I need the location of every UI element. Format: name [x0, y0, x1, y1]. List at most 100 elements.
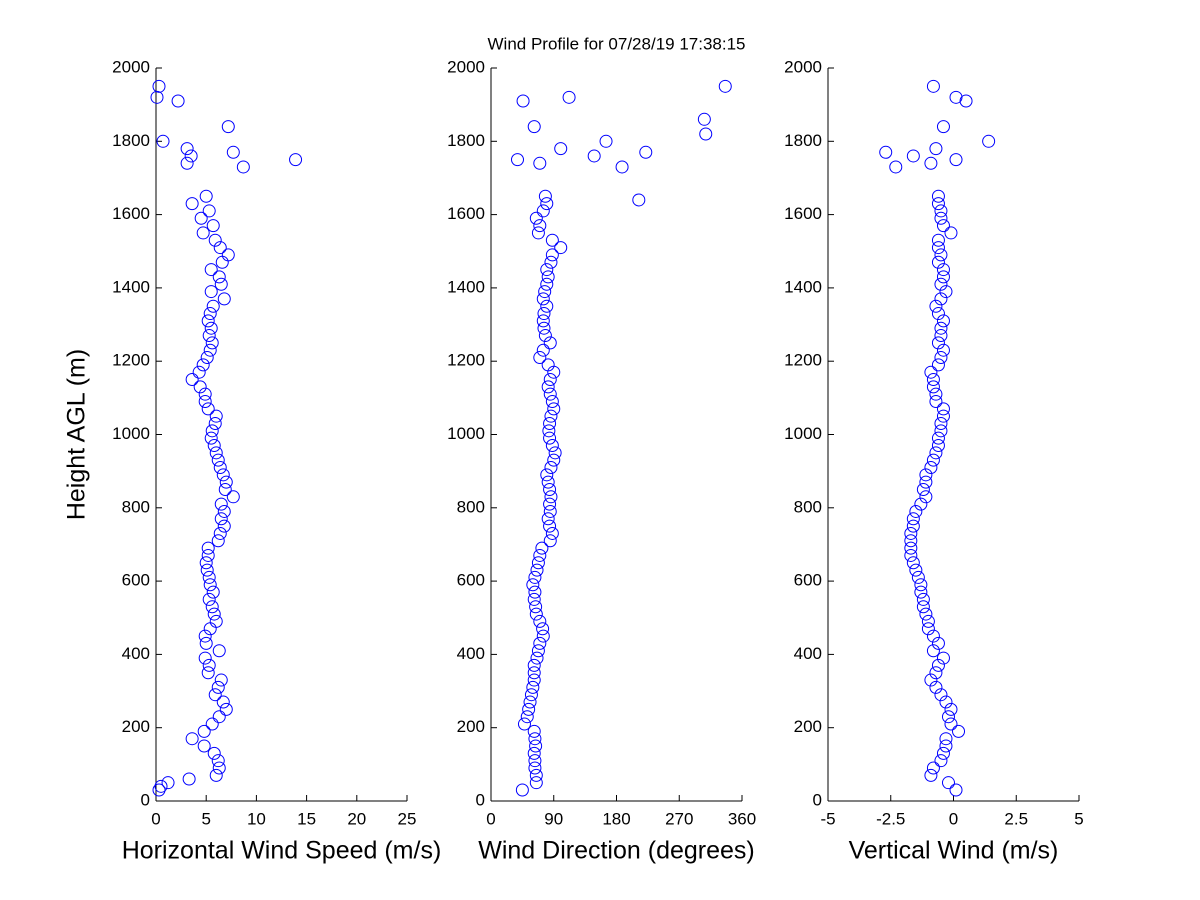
point	[909, 504, 923, 518]
point	[536, 292, 550, 306]
point	[180, 142, 194, 156]
point	[540, 468, 554, 482]
point	[533, 548, 547, 562]
point	[931, 233, 945, 247]
point	[204, 321, 218, 335]
point	[217, 504, 231, 518]
point	[201, 402, 215, 416]
point	[205, 717, 219, 731]
y-tick-label: 0	[476, 790, 485, 809]
point	[203, 343, 217, 357]
point	[510, 153, 524, 167]
y-tick-label: 0	[141, 790, 150, 809]
x-tick-label: -2.5	[876, 809, 905, 828]
point	[936, 651, 950, 665]
point	[543, 387, 557, 401]
point	[936, 219, 950, 233]
point	[944, 226, 958, 240]
point	[213, 241, 227, 255]
y-tick-label: 1200	[784, 351, 822, 370]
point	[216, 468, 230, 482]
point	[214, 673, 228, 687]
point	[944, 717, 958, 731]
point	[199, 556, 213, 570]
point	[530, 651, 544, 665]
point	[924, 460, 938, 474]
point	[209, 768, 223, 782]
point	[906, 512, 920, 526]
point	[192, 365, 206, 379]
point	[154, 779, 168, 793]
point	[931, 431, 945, 445]
point	[924, 768, 938, 782]
point	[527, 592, 541, 606]
point	[911, 570, 925, 584]
point	[542, 424, 556, 438]
point	[529, 600, 543, 614]
y-tick-label: 1400	[784, 277, 822, 296]
y-tick-label: 1400	[112, 277, 150, 296]
point	[214, 497, 228, 511]
point	[547, 402, 561, 416]
point	[941, 710, 955, 724]
point	[562, 90, 576, 104]
point	[931, 636, 945, 650]
point	[536, 314, 550, 328]
point	[527, 724, 541, 738]
point	[904, 541, 918, 555]
y-tick-label: 1200	[112, 351, 150, 370]
point	[205, 600, 219, 614]
point	[547, 453, 561, 467]
point	[529, 211, 543, 225]
point	[982, 134, 996, 148]
point	[931, 197, 945, 211]
point	[924, 156, 938, 170]
point	[554, 241, 568, 255]
point	[934, 754, 948, 768]
y-tick-label: 200	[794, 717, 822, 736]
point	[211, 534, 225, 548]
point	[536, 622, 550, 636]
point	[543, 497, 557, 511]
point	[214, 277, 228, 291]
point	[529, 607, 543, 621]
point	[909, 563, 923, 577]
point	[919, 468, 933, 482]
point	[538, 329, 552, 343]
point	[939, 695, 953, 709]
point	[921, 614, 935, 628]
point	[543, 417, 557, 431]
point	[180, 156, 194, 170]
point	[531, 226, 545, 240]
y-tick-label: 800	[122, 497, 150, 516]
point	[207, 438, 221, 452]
point	[541, 358, 555, 372]
point	[526, 578, 540, 592]
point	[540, 197, 554, 211]
point	[529, 776, 543, 790]
point	[161, 776, 175, 790]
point	[587, 149, 601, 163]
x-axis-label: Wind Direction (degrees)	[478, 837, 755, 865]
point	[926, 644, 940, 658]
point	[523, 695, 537, 709]
point	[929, 142, 943, 156]
point	[536, 343, 550, 357]
point	[919, 490, 933, 504]
x-tick-label: 15	[297, 809, 316, 828]
point	[919, 475, 933, 489]
point	[199, 636, 213, 650]
point	[211, 680, 225, 694]
point	[182, 772, 196, 786]
point	[206, 219, 220, 233]
x-tick-label: -5	[820, 809, 835, 828]
point	[904, 526, 918, 540]
point	[545, 438, 559, 452]
point	[944, 702, 958, 716]
point	[545, 395, 559, 409]
point	[528, 570, 542, 584]
point	[152, 783, 166, 797]
y-tick-label: 1800	[784, 131, 822, 150]
point	[185, 373, 199, 387]
